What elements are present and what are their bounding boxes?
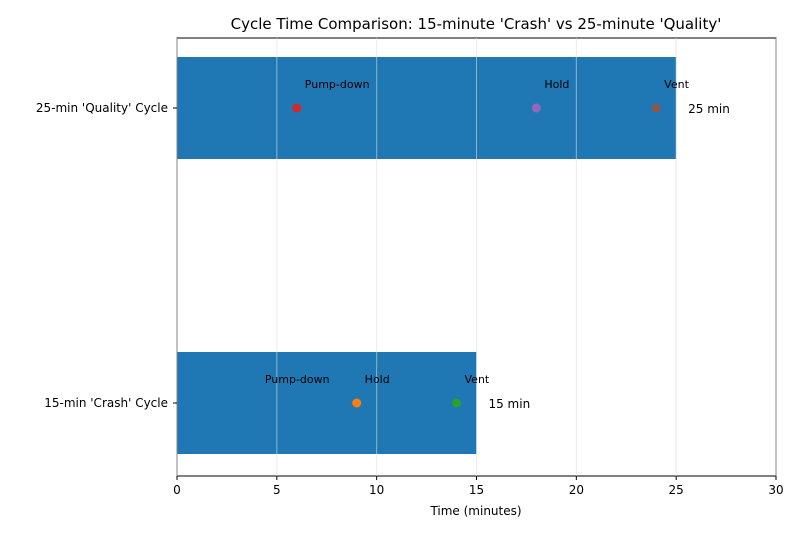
phase-label: Hold xyxy=(365,373,390,386)
x-tick-label: 15 xyxy=(469,483,484,497)
x-tick-label: 5 xyxy=(273,483,281,497)
phase-label: Pump-down xyxy=(305,78,370,91)
x-tick-label: 25 xyxy=(669,483,684,497)
phase-marker xyxy=(531,103,541,113)
phase-label: Pump-down xyxy=(265,373,330,386)
phase-marker xyxy=(292,103,302,113)
phase-marker xyxy=(252,398,262,408)
x-axis-label: Time (minutes) xyxy=(429,504,521,518)
value-label: 15 min xyxy=(488,397,530,411)
phase-marker xyxy=(651,103,661,113)
y-tick-label: 25-min 'Quality' Cycle xyxy=(36,101,168,115)
phase-marker xyxy=(352,398,362,408)
phase-label: Hold xyxy=(544,78,569,91)
x-tick-label: 30 xyxy=(768,483,783,497)
chart-title: Cycle Time Comparison: 15-minute 'Crash'… xyxy=(231,15,722,33)
phase-marker xyxy=(452,398,462,408)
x-tick-label: 20 xyxy=(569,483,584,497)
y-tick-label: 15-min 'Crash' Cycle xyxy=(44,396,168,410)
bar xyxy=(177,57,677,159)
value-label: 25 min xyxy=(688,102,730,116)
x-tick-label: 10 xyxy=(369,483,384,497)
phase-label: Vent xyxy=(465,373,490,386)
bar xyxy=(177,352,477,454)
x-tick-label: 0 xyxy=(173,483,181,497)
phase-label: Vent xyxy=(664,78,689,91)
